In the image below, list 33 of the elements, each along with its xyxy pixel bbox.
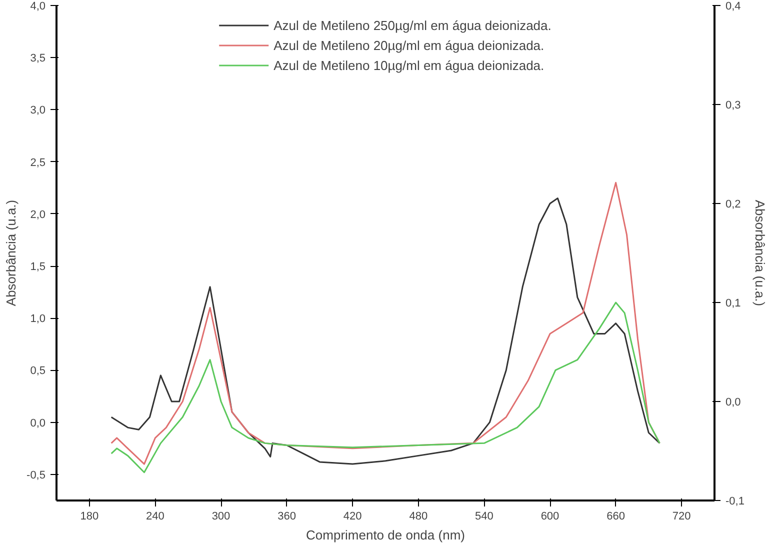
y2-tick-label: -0,1 — [726, 496, 744, 508]
y-tick-label: 0,5 — [30, 365, 46, 378]
y-tick-label: 4,0 — [30, 0, 46, 12]
x-tick-label: 720 — [672, 510, 691, 522]
legend-label: Azul de Metileno 10µg/ml em água deionizada. — [274, 58, 544, 72]
y-tick-label: 2,5 — [30, 156, 46, 169]
y-tick-label: 2,0 — [30, 208, 46, 221]
y-tick-label: 3,0 — [30, 104, 46, 117]
line-series — [110, 302, 660, 474]
y-tick-label: 1,5 — [30, 261, 46, 274]
y2-axis-title: Absorbância (u.a.) — [752, 200, 768, 306]
y-tick-label: 3,5 — [30, 52, 46, 65]
x-tick-label: 180 — [80, 510, 99, 522]
legend-label: Azul de Metileno 250µg/ml em água deionizada. — [274, 18, 552, 32]
legend-label: Azul de Metileno 20µg/ml em água deionizada. — [274, 38, 544, 52]
y2-tick-label: 0,1 — [726, 298, 741, 310]
x-tick-label: 360 — [278, 510, 296, 522]
x-tick-label: 480 — [409, 510, 428, 522]
y2-tick-label: 0,3 — [726, 100, 741, 112]
y2-tick-label: 0,4 — [726, 0, 741, 12]
x-tick-label: 600 — [540, 510, 560, 522]
x-tick-label: 660 — [606, 510, 625, 522]
y-tick-label: -0,5 — [26, 469, 46, 482]
y-tick-label: 0,0 — [30, 417, 46, 430]
x-tick-label: 540 — [475, 510, 494, 522]
y2-tick-label: 0,0 — [726, 396, 741, 408]
y-axis-title: Absorbância (u.a.) — [4, 200, 19, 306]
x-tick-label: 240 — [146, 510, 164, 522]
x-tick-label: 300 — [212, 510, 230, 522]
y2-tick-label: 0,2 — [726, 198, 741, 210]
x-axis-title: Comprimento de onda (nm) — [306, 528, 465, 542]
y-tick-label: 1,0 — [30, 313, 46, 326]
x-tick-label: 420 — [343, 510, 362, 522]
